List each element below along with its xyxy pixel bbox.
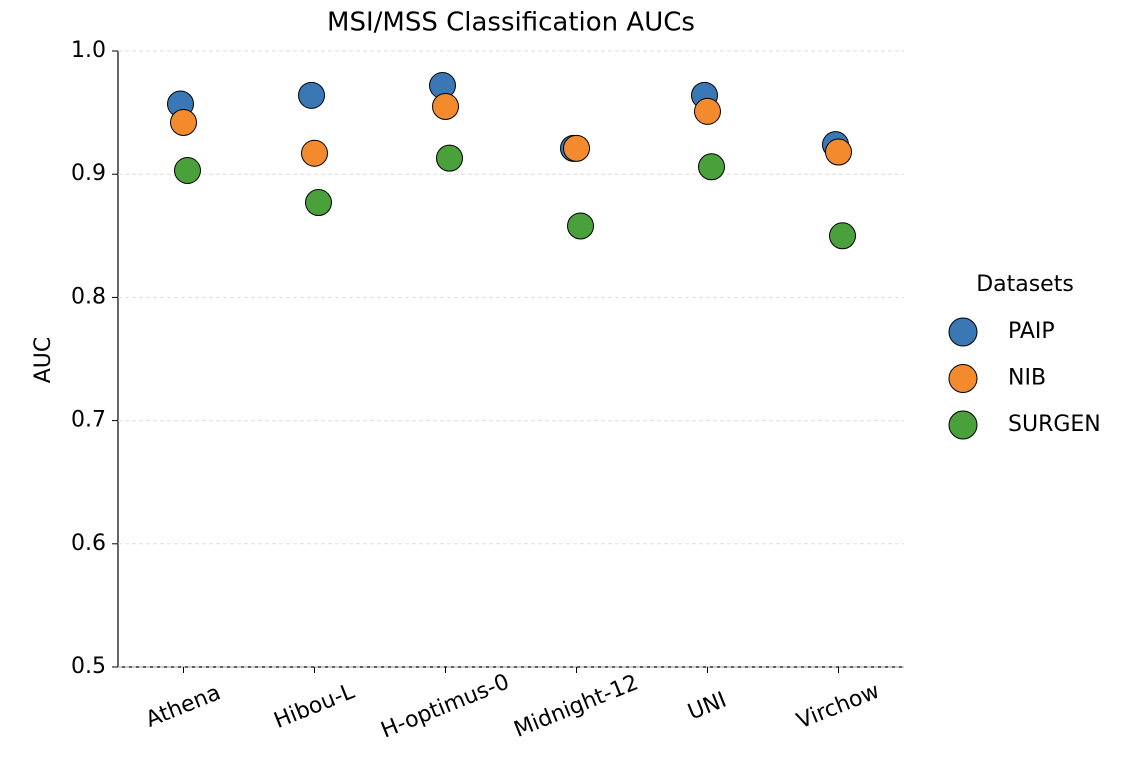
data-point bbox=[298, 81, 325, 109]
x-tick-label: Virchow bbox=[793, 679, 883, 735]
legend-label: SURGEN bbox=[1008, 412, 1101, 437]
data-point bbox=[563, 134, 590, 162]
data-point bbox=[829, 222, 856, 250]
data-point bbox=[436, 144, 463, 172]
x-tick-label: Hibou-L bbox=[271, 679, 359, 734]
legend-marker bbox=[948, 364, 978, 393]
x-tick-label: UNI bbox=[685, 688, 731, 726]
data-point bbox=[301, 139, 328, 167]
legend-label: NIB bbox=[1008, 366, 1046, 391]
data-point bbox=[305, 189, 332, 217]
data-point bbox=[170, 108, 197, 136]
data-point bbox=[698, 153, 725, 181]
x-tick-label: Athena bbox=[142, 680, 224, 732]
legend-marker bbox=[948, 410, 978, 440]
y-tick-label: 1.0 bbox=[71, 38, 106, 63]
y-tick-label: 0.7 bbox=[71, 408, 106, 433]
legend-marker bbox=[948, 317, 978, 347]
legend-title: Datasets bbox=[976, 272, 1074, 297]
x-tick-label: Midnight-12 bbox=[511, 670, 642, 742]
y-tick-label: 0.8 bbox=[71, 284, 106, 309]
y-axis-label: AUC bbox=[31, 337, 56, 384]
y-tick-label: 0.9 bbox=[71, 161, 106, 186]
data-point bbox=[567, 212, 594, 240]
data-point bbox=[432, 92, 459, 120]
y-tick-label: 0.6 bbox=[71, 531, 106, 556]
y-tick-label: 0.5 bbox=[71, 654, 106, 679]
data-point bbox=[694, 97, 721, 125]
data-point bbox=[174, 157, 201, 185]
legend-label: PAIP bbox=[1008, 319, 1055, 344]
chart-title: MSI/MSS Classification AUCs bbox=[327, 8, 695, 38]
data-point bbox=[825, 138, 852, 166]
x-tick-label: H-optimus-0 bbox=[378, 670, 513, 744]
